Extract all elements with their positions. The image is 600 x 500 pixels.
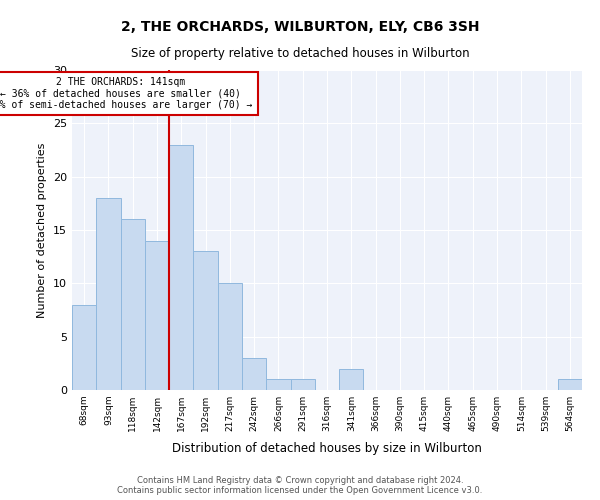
Bar	[169, 144, 193, 390]
Bar	[96, 198, 121, 390]
Text: 2, THE ORCHARDS, WILBURTON, ELY, CB6 3SH: 2, THE ORCHARDS, WILBURTON, ELY, CB6 3SH	[121, 20, 479, 34]
Bar	[121, 220, 145, 390]
Bar	[266, 380, 290, 390]
Bar	[218, 284, 242, 390]
X-axis label: Distribution of detached houses by size in Wilburton: Distribution of detached houses by size …	[172, 442, 482, 456]
Bar	[290, 380, 315, 390]
Bar	[558, 380, 582, 390]
Bar	[145, 240, 169, 390]
Bar	[339, 368, 364, 390]
Text: 2 THE ORCHARDS: 141sqm
← 36% of detached houses are smaller (40)
64% of semi-det: 2 THE ORCHARDS: 141sqm ← 36% of detached…	[0, 77, 253, 110]
Text: Contains HM Land Registry data © Crown copyright and database right 2024.
Contai: Contains HM Land Registry data © Crown c…	[118, 476, 482, 495]
Y-axis label: Number of detached properties: Number of detached properties	[37, 142, 47, 318]
Text: Size of property relative to detached houses in Wilburton: Size of property relative to detached ho…	[131, 48, 469, 60]
Bar	[72, 304, 96, 390]
Bar	[242, 358, 266, 390]
Bar	[193, 252, 218, 390]
